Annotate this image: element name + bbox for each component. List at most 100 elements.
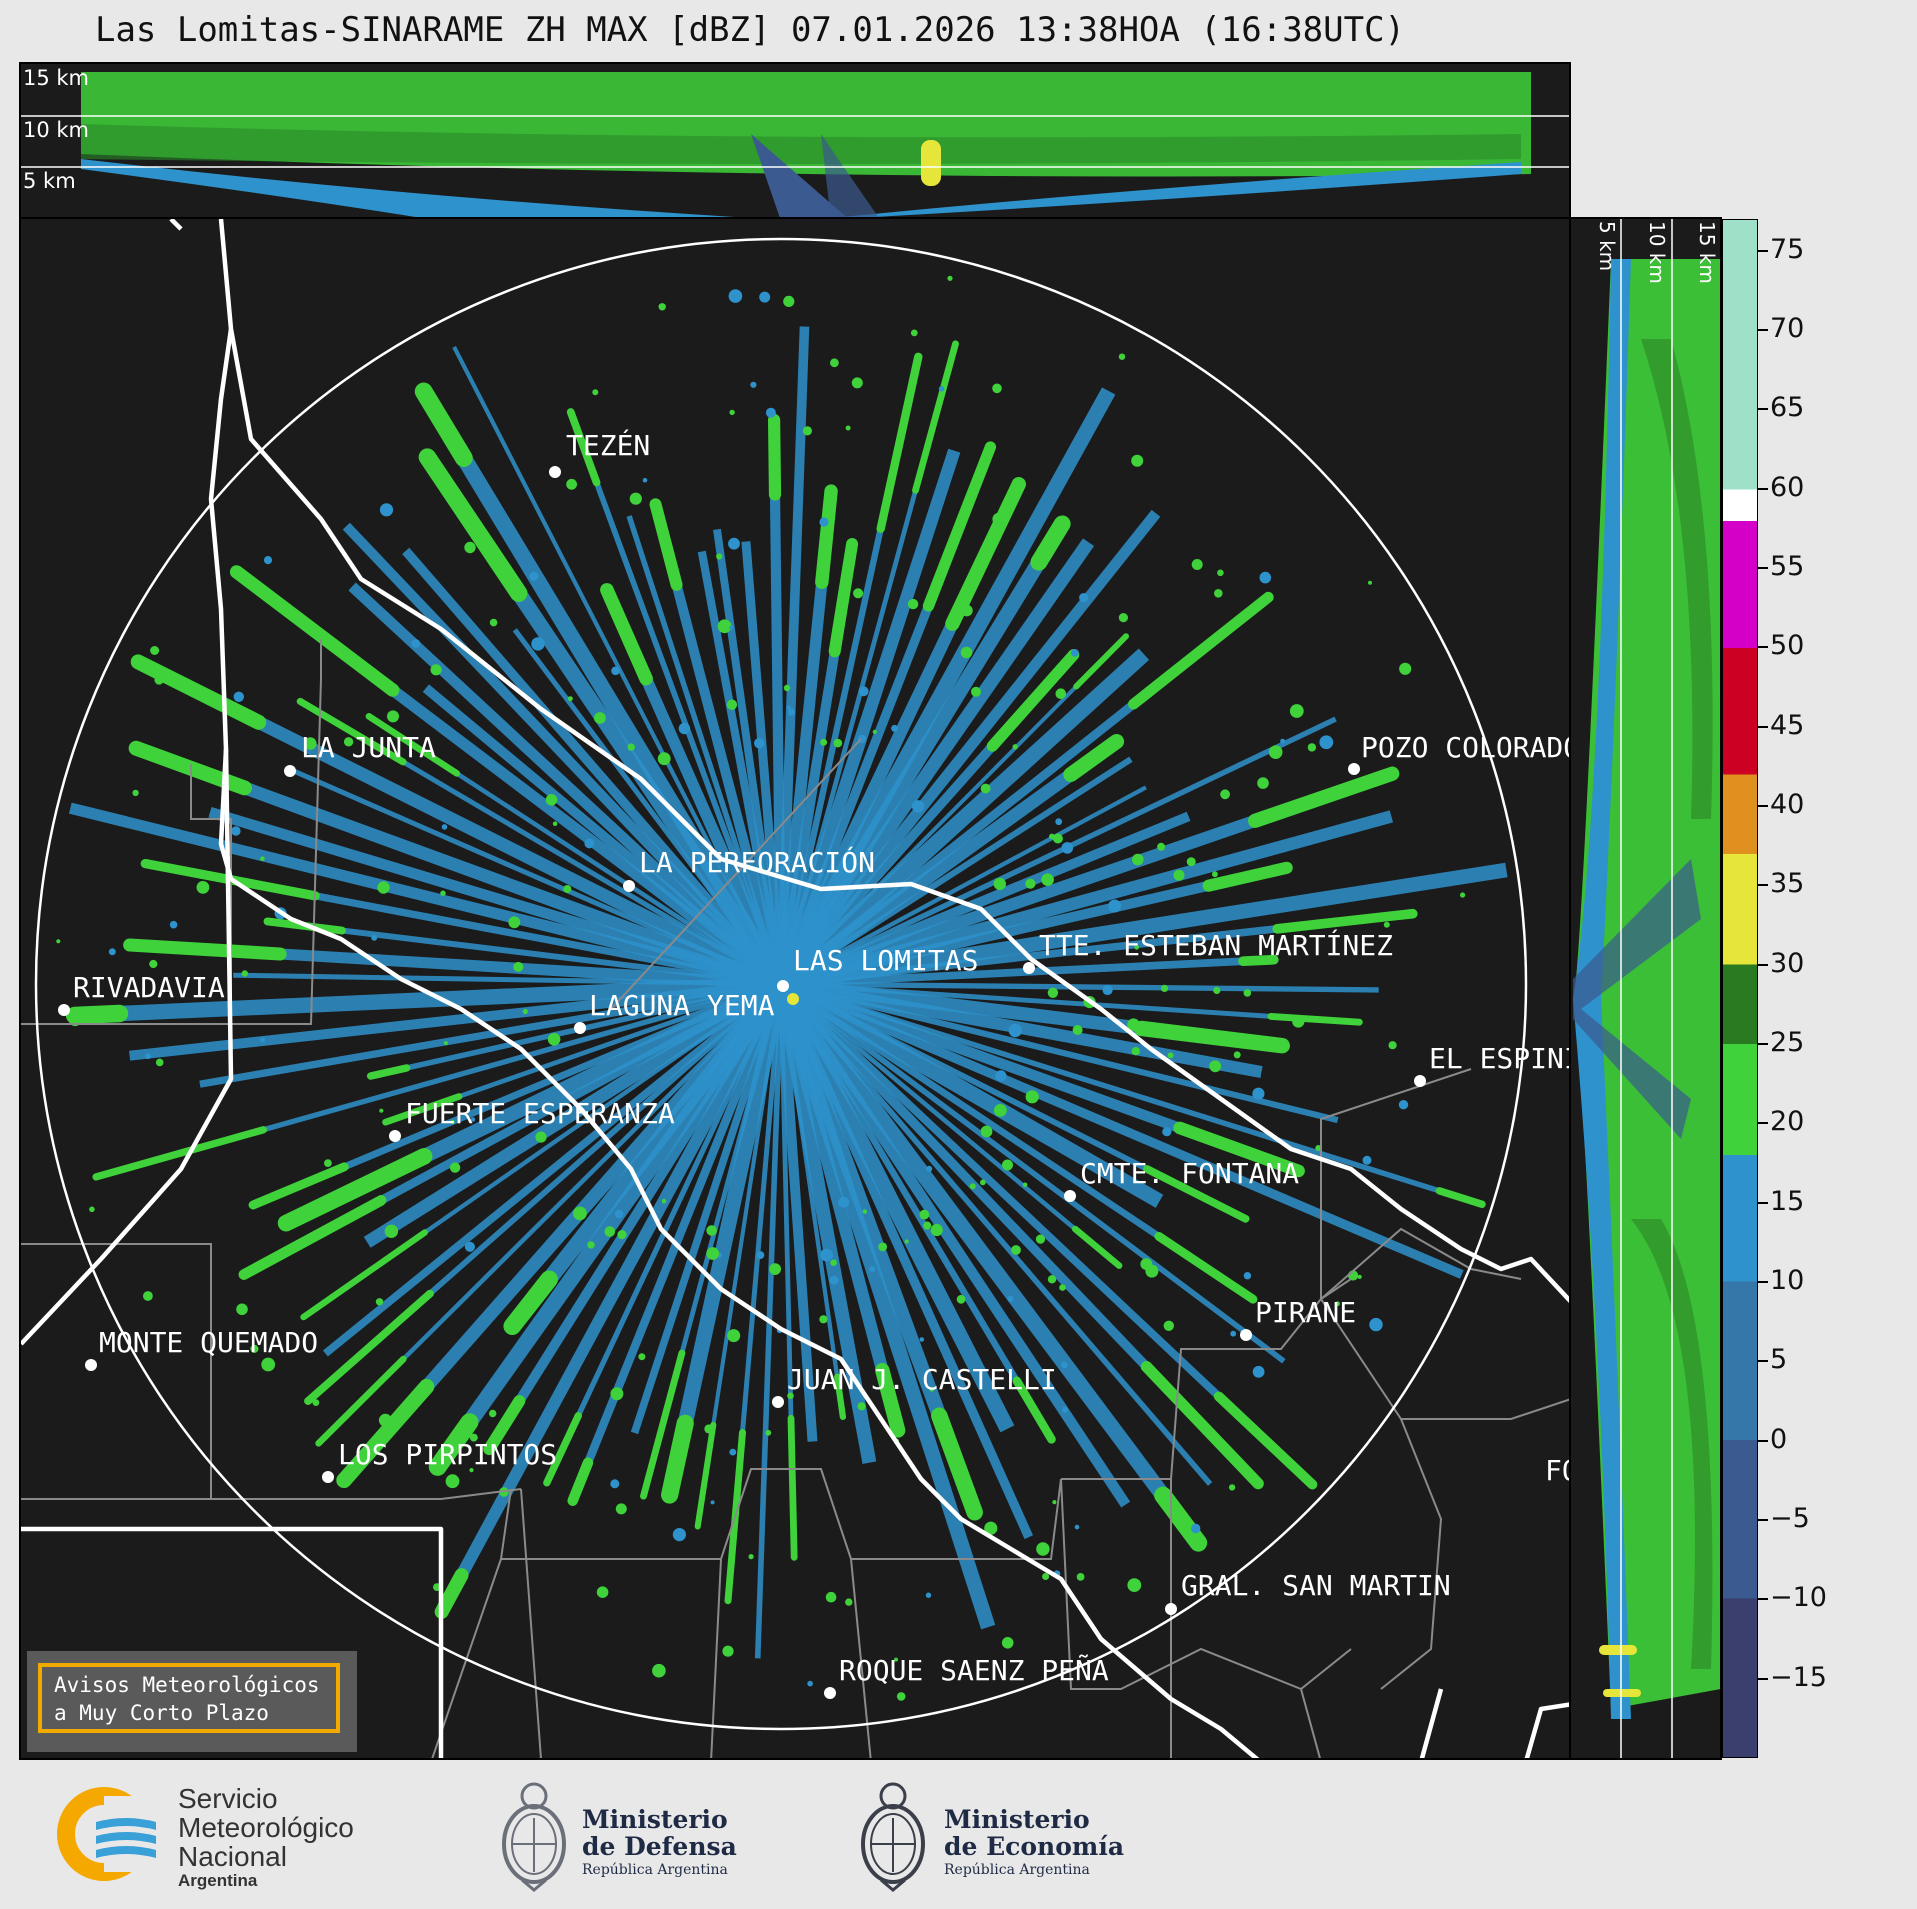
colorbar-tick bbox=[1758, 1360, 1768, 1363]
echo-cell bbox=[1061, 842, 1074, 854]
echo-cell bbox=[547, 1033, 561, 1046]
colorbar-tick-label: 65 bbox=[1770, 392, 1805, 424]
colorbar-tick-label: 60 bbox=[1770, 471, 1805, 503]
radar-ray-echo bbox=[366, 1064, 411, 1080]
echo-cell bbox=[729, 1448, 737, 1456]
echo-cell bbox=[1007, 1295, 1014, 1302]
radar-ray-echo bbox=[694, 1421, 717, 1530]
echo-cell bbox=[1186, 857, 1196, 867]
echo-cell bbox=[853, 588, 864, 599]
colorbar-tick bbox=[1758, 249, 1768, 252]
echo-cell bbox=[304, 737, 317, 750]
echo-cell bbox=[260, 881, 267, 888]
echo-cell bbox=[154, 675, 164, 685]
top-cross-section-echoes bbox=[21, 72, 1569, 217]
echo-cell bbox=[1289, 704, 1304, 718]
radar-rays bbox=[65, 326, 1508, 1659]
city-marker bbox=[777, 980, 789, 992]
echo-cell bbox=[610, 1479, 620, 1489]
side-cross-section-panel: 5 km 10 km 15 km bbox=[1569, 217, 1722, 1760]
radar-ray-echo bbox=[828, 538, 859, 658]
radar-ray bbox=[776, 983, 818, 1442]
echo-cell bbox=[1131, 454, 1144, 467]
radar-ray-echo bbox=[1012, 1376, 1056, 1444]
echo-cell bbox=[387, 710, 399, 723]
radar-ray-echo bbox=[1435, 1187, 1486, 1208]
echo-cell bbox=[878, 1242, 888, 1252]
city-label-tezen: TEZÉN bbox=[566, 429, 651, 462]
colorbar-tick-label: −5 bbox=[1770, 1503, 1810, 1534]
radar-ray bbox=[776, 326, 810, 985]
radar-ray-echo bbox=[922, 441, 997, 612]
radar-ray-echo bbox=[483, 1395, 526, 1456]
echo-cell bbox=[710, 1500, 715, 1505]
echo-cell bbox=[661, 1198, 667, 1204]
echo-cell bbox=[1047, 1275, 1057, 1284]
echo-cell bbox=[1259, 571, 1272, 584]
radar-ray-echo bbox=[931, 1407, 983, 1521]
echo-cell bbox=[980, 783, 991, 794]
echo-cell bbox=[1041, 873, 1054, 886]
echo-cell bbox=[969, 1183, 976, 1190]
echo-cell bbox=[1214, 589, 1223, 598]
echo-cell bbox=[857, 1402, 866, 1411]
echo-cell bbox=[629, 492, 642, 505]
echo-cell bbox=[1055, 818, 1063, 826]
warning-notice-text: Avisos Meteorológicos a Muy Corto Plazo bbox=[38, 1663, 340, 1733]
echo-cell bbox=[984, 1521, 998, 1535]
city-marker bbox=[1348, 763, 1360, 775]
radar-ray-echo bbox=[600, 583, 653, 686]
echo-cell bbox=[642, 477, 648, 483]
city-label-fuerte-esperanza: FUERTE ESPERANZA bbox=[405, 1097, 675, 1130]
echo-cell bbox=[759, 291, 771, 303]
radar-ray-echo bbox=[649, 498, 683, 591]
echo-cell bbox=[1292, 1015, 1305, 1028]
echo-cell bbox=[926, 1165, 933, 1172]
echo-cell bbox=[1001, 1637, 1014, 1649]
echo-cell bbox=[657, 752, 671, 766]
range-ring bbox=[34, 237, 1528, 1731]
city-label-cmte-fontana: CMTE. FONTANA bbox=[1080, 1157, 1300, 1190]
echo-cell bbox=[1398, 1100, 1409, 1110]
echo-cell bbox=[596, 1586, 609, 1598]
echo-cell bbox=[1252, 1365, 1265, 1378]
echo-cell bbox=[706, 1225, 717, 1236]
city-label-rivadavia: RIVADAVIA bbox=[73, 971, 225, 1004]
radar-ray-echo bbox=[130, 654, 267, 730]
echo-cell bbox=[1252, 1087, 1265, 1100]
colorbar-tick-label: 30 bbox=[1770, 947, 1805, 979]
radar-ray-echo bbox=[238, 1195, 387, 1280]
echo-cell bbox=[430, 664, 442, 676]
radar-ray-echo bbox=[418, 448, 528, 602]
radar-ray-echo bbox=[229, 565, 400, 697]
echo-cell bbox=[196, 881, 210, 894]
city-label-pirane: PIRANE bbox=[1255, 1296, 1357, 1329]
echo-cell bbox=[722, 1645, 734, 1657]
colorbar-tick bbox=[1758, 567, 1768, 570]
echo-cell bbox=[1217, 569, 1224, 577]
echo-cell bbox=[825, 1591, 837, 1603]
echo-cell bbox=[1131, 1047, 1141, 1056]
echo-cell bbox=[615, 1503, 627, 1515]
echo-cell bbox=[470, 1117, 476, 1122]
echo-cell bbox=[1134, 945, 1139, 950]
radar-ray-echo bbox=[1030, 515, 1071, 571]
echo-cell bbox=[858, 686, 869, 697]
radar-ray bbox=[74, 976, 782, 1024]
echo-cell bbox=[108, 948, 116, 956]
radar-ray-echo bbox=[1267, 1012, 1363, 1026]
echo-cell bbox=[411, 639, 421, 648]
radar-ray-echo bbox=[543, 1411, 582, 1487]
city-marker bbox=[549, 466, 561, 478]
echo-cell bbox=[1035, 1234, 1046, 1244]
colorbar-tick-label: 10 bbox=[1770, 1265, 1805, 1297]
colorbar-tick bbox=[1758, 487, 1768, 490]
echo-cell bbox=[375, 1298, 384, 1306]
radar-ray-echo bbox=[1071, 1225, 1123, 1269]
colorbar-tick bbox=[1758, 646, 1768, 649]
echo-cell bbox=[1230, 1330, 1237, 1337]
colorbar-tick-label: 15 bbox=[1770, 1185, 1805, 1217]
radar-map-panel: TEZÉN LA JUNTA POZO COLORADO LA PERFORAC… bbox=[19, 217, 1571, 1760]
radar-ray bbox=[780, 981, 1339, 1124]
echo-cell bbox=[371, 934, 378, 941]
